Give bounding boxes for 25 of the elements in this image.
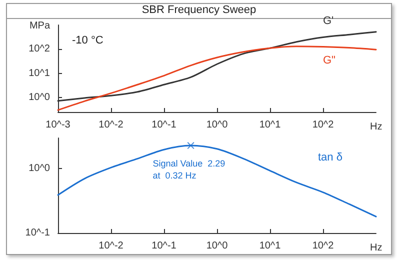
x-tick-label: 10^0 (206, 120, 228, 130)
y-axis-title: MPa (29, 20, 50, 32)
x-tick-label: 10^1 (259, 240, 282, 252)
annotation: -10 °C (72, 34, 104, 46)
chart-title: SBR Frequency Sweep (142, 4, 256, 16)
annotation: Signal Value 2.29 at 0.32 Hz (152, 158, 226, 181)
series-label: G" (323, 54, 336, 66)
x-tick-label: 10^2 (312, 240, 334, 252)
y-tick-label: 10^0 (28, 92, 50, 103)
y-tick-label: 10^2 (28, 44, 50, 55)
x-tick-label: 10^0 (206, 240, 228, 252)
x-axis-title: Hz (370, 122, 382, 132)
y-tick-label: 10^0 (28, 163, 50, 174)
series-label: G' (323, 14, 334, 27)
y-tick-label: 10^1 (28, 68, 50, 79)
x-tick-label: 10^-1 (152, 240, 177, 252)
x-tick-label: 10^-2 (98, 120, 124, 130)
x-tick-label: 10^-2 (98, 240, 124, 252)
text: tan δ (318, 152, 342, 164)
x-tick-label: 10^-3 (46, 120, 71, 130)
x-tick-label: 10^2 (312, 120, 334, 130)
x-axis-title: Hz (370, 242, 382, 254)
x-tick-label: 10^-1 (152, 120, 177, 130)
y-tick-label: 10^-1 (25, 228, 50, 238)
x-tick-label: 10^1 (259, 120, 282, 130)
